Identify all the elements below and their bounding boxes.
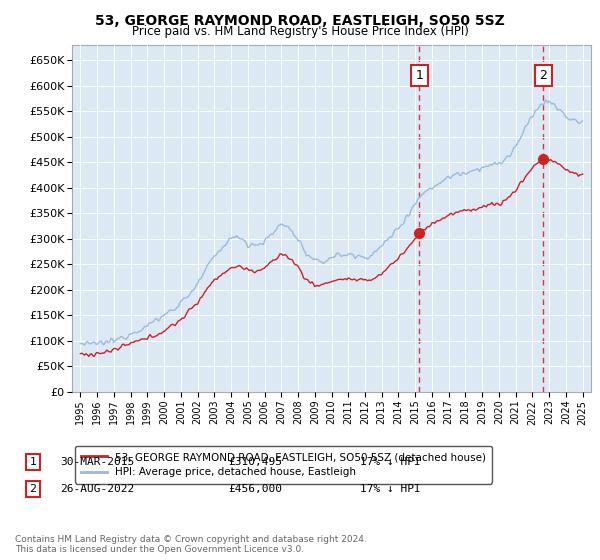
Text: £310,495: £310,495 bbox=[228, 457, 282, 467]
Text: 30-MAR-2015: 30-MAR-2015 bbox=[60, 457, 134, 467]
Text: 1: 1 bbox=[415, 69, 424, 82]
Text: 17% ↓ HPI: 17% ↓ HPI bbox=[360, 457, 421, 467]
Text: 26-AUG-2022: 26-AUG-2022 bbox=[60, 484, 134, 494]
Text: Contains HM Land Registry data © Crown copyright and database right 2024.
This d: Contains HM Land Registry data © Crown c… bbox=[15, 535, 367, 554]
Text: Price paid vs. HM Land Registry's House Price Index (HPI): Price paid vs. HM Land Registry's House … bbox=[131, 25, 469, 38]
Text: 53, GEORGE RAYMOND ROAD, EASTLEIGH, SO50 5SZ: 53, GEORGE RAYMOND ROAD, EASTLEIGH, SO50… bbox=[95, 14, 505, 28]
Text: 2: 2 bbox=[539, 69, 547, 82]
Text: £456,000: £456,000 bbox=[228, 484, 282, 494]
Text: 1: 1 bbox=[29, 457, 37, 467]
Text: 17% ↓ HPI: 17% ↓ HPI bbox=[360, 484, 421, 494]
Text: 2: 2 bbox=[29, 484, 37, 494]
Legend: 53, GEORGE RAYMOND ROAD, EASTLEIGH, SO50 5SZ (detached house), HPI: Average pric: 53, GEORGE RAYMOND ROAD, EASTLEIGH, SO50… bbox=[74, 446, 493, 483]
